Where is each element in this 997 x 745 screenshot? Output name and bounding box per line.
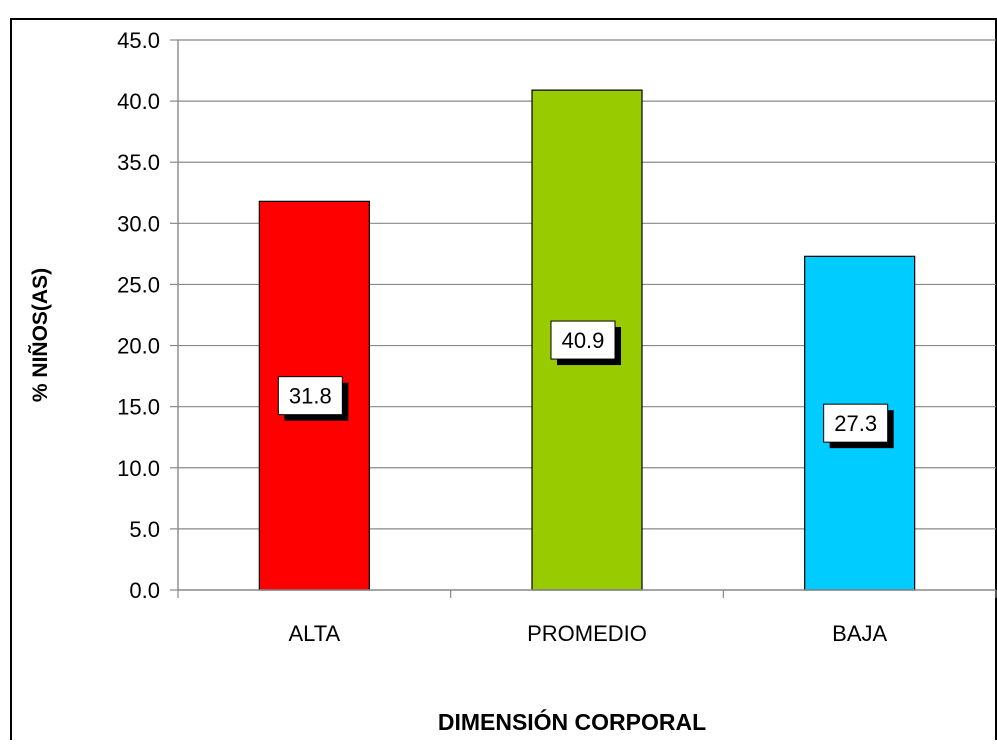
y-tick-label: 20.0 — [117, 334, 160, 359]
y-tick-label: 10.0 — [117, 456, 160, 481]
data-label-box — [550, 320, 616, 360]
x-axis-title: DIMENSIÓN CORPORAL — [438, 708, 706, 735]
y-tick-label: 40.0 — [117, 89, 160, 114]
y-tick-label: 15.0 — [117, 395, 160, 420]
data-label: 40.9 — [562, 328, 605, 353]
x-tick-label: PROMEDIO — [527, 621, 647, 646]
data-label-box — [277, 376, 343, 416]
x-tick-label: BAJA — [832, 621, 887, 646]
data-label: 27.3 — [834, 411, 877, 436]
axes: 0.0 5.0 10.0 15.0 20.0 25.0 30.0 35.0 40.0 45.0 AL… — [117, 28, 997, 646]
data-labels: 31.8 40.9 27.3 — [277, 320, 894, 449]
y-axis-title: % NIÑOS(AS) — [29, 268, 52, 402]
y-tick-label: 25.0 — [117, 272, 160, 297]
data-label-box — [823, 403, 889, 443]
y-tick-label: 0.0 — [129, 578, 160, 603]
y-tick-label: 45.0 — [117, 28, 160, 53]
x-tick-label: ALTA — [288, 621, 340, 646]
data-label: 31.8 — [289, 384, 332, 409]
y-tick-label: 35.0 — [117, 150, 160, 175]
y-tick-label: 5.0 — [129, 517, 160, 542]
y-tick-label: 30.0 — [117, 211, 160, 236]
